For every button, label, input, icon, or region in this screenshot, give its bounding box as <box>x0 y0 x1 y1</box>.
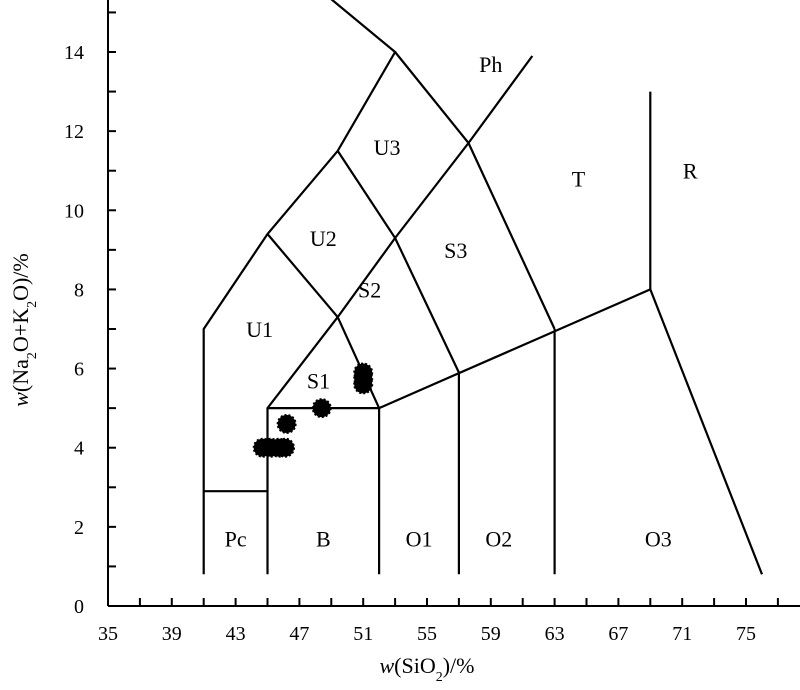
data-point <box>353 362 374 383</box>
data-point <box>311 398 332 419</box>
region-label: U2 <box>310 226 337 251</box>
region-label: S2 <box>358 277 381 302</box>
region-label: U1 <box>246 317 273 342</box>
boundary-line <box>202 0 397 575</box>
x-tick-label: 55 <box>417 623 437 645</box>
y-axis-label: w(Na2O+K2O)/% <box>8 253 40 407</box>
x-tick-label: 43 <box>226 623 246 645</box>
data-points <box>252 362 374 458</box>
region-label: Pc <box>225 527 247 552</box>
region-label: O2 <box>485 527 512 552</box>
y-tick-label: 2 <box>74 517 84 539</box>
region-label: Ph <box>479 52 502 77</box>
y-tick-label: 4 <box>74 438 84 460</box>
region-label: S3 <box>444 238 467 263</box>
x-tick-label: 71 <box>672 623 692 645</box>
region-label: B <box>316 527 331 552</box>
x-tick-label: 59 <box>481 623 501 645</box>
y-tick-label: 12 <box>64 121 84 143</box>
x-tick-label: 75 <box>736 623 756 645</box>
region-label: T <box>572 167 586 192</box>
boundary-line <box>394 51 556 330</box>
region-label: O1 <box>406 527 433 552</box>
axes: 35 39 43 47 51 55 59 63 67 71 75 0 2 4 6 8 10 12 14 <box>64 0 800 645</box>
x-axis-label: w(SiO2)/% <box>379 653 474 685</box>
region-label: S1 <box>307 368 330 393</box>
region-label: R <box>683 159 698 184</box>
x-tick-label: 67 <box>608 623 628 645</box>
x-tick-label: 35 <box>98 623 118 645</box>
region-label: O3 <box>645 527 672 552</box>
y-tick-label: 0 <box>74 596 84 618</box>
field-boundaries <box>202 0 764 575</box>
region-label: U3 <box>374 135 401 160</box>
data-point <box>275 437 296 458</box>
boundary-line <box>266 55 534 575</box>
y-tick-label: 14 <box>64 42 84 64</box>
x-tick-label: 63 <box>545 623 565 645</box>
y-tick-label: 10 <box>64 200 84 222</box>
field-labels: Pc B O1 O2 O3 S1 S2 S3 U1 U2 U3 Ph T R <box>225 52 698 552</box>
y-tick-label: 6 <box>74 359 84 381</box>
x-tick-label: 47 <box>289 623 309 645</box>
x-tick-label: 51 <box>353 623 373 645</box>
boundary-line <box>267 287 764 575</box>
x-tick-label: 39 <box>162 623 182 645</box>
boundary-line <box>336 150 460 373</box>
y-tick-label: 8 <box>74 279 84 301</box>
data-point <box>276 413 297 434</box>
